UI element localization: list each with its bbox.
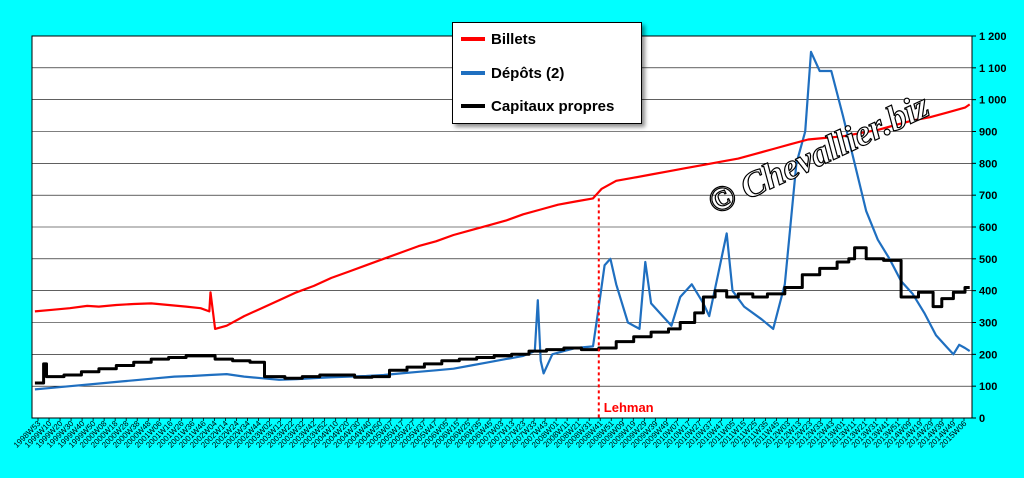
y-tick-label: 1 000 xyxy=(979,95,1007,107)
legend: Billets Dépôts (2) Capitaux propres xyxy=(452,22,642,124)
y-tick-label: 300 xyxy=(979,318,997,330)
y-tick-label: 200 xyxy=(979,349,997,361)
series-line-billets xyxy=(34,103,971,330)
annotation-layer: Lehman xyxy=(597,198,654,418)
y-tick-label: 0 xyxy=(979,413,985,425)
series-layer xyxy=(34,50,971,391)
legend-label-depots: Dépôts (2) xyxy=(491,64,565,82)
y-tick-label: 1 200 xyxy=(979,31,1007,43)
legend-label-capitaux: Capitaux propres xyxy=(491,97,615,115)
legend-item-depots: Dépôts (2) xyxy=(461,63,564,83)
series-line-capitaux-propres xyxy=(34,246,970,385)
legend-item-billets: Billets xyxy=(461,29,536,49)
legend-swatch-depots xyxy=(461,71,485,75)
y-tick-label: 1 100 xyxy=(979,63,1007,75)
y-tick-label: 900 xyxy=(979,127,997,139)
series-line-d-p-ts-2 xyxy=(34,50,971,391)
legend-item-capitaux: Capitaux propres xyxy=(461,96,614,116)
y-tick-label: 500 xyxy=(979,254,997,266)
y-tick-label: 400 xyxy=(979,286,997,298)
lehman-label: Lehman xyxy=(604,400,654,415)
legend-label-billets: Billets xyxy=(491,30,537,48)
y-tick-label: 700 xyxy=(979,190,997,202)
legend-swatch-billets xyxy=(461,37,485,41)
y-tick-label: 100 xyxy=(979,381,997,393)
y-tick-label: 600 xyxy=(979,222,997,234)
y-axis: 0 100 200 300 400 500 600 700 800 900 1 000 1 100 1 … xyxy=(972,31,1007,425)
x-axis: 1998W531999W101999W201999W301999W401999W… xyxy=(12,418,969,450)
grid-lines xyxy=(32,35,972,419)
y-tick-label: 800 xyxy=(979,158,997,170)
legend-swatch-capitaux xyxy=(461,104,485,108)
